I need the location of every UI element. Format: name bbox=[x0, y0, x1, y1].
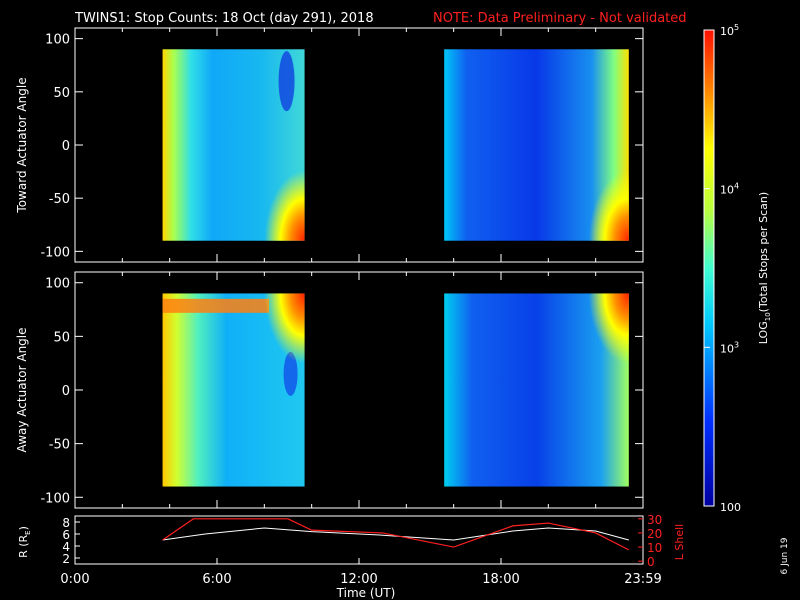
y-tick-label: 50 bbox=[53, 86, 70, 101]
colorbar-ticks: 105 104 103 100 bbox=[704, 23, 741, 514]
y-tick-label: -50 bbox=[49, 192, 70, 207]
time-tick-label: 6:00 bbox=[202, 572, 231, 587]
left-tick-label: 6 bbox=[62, 528, 70, 542]
y-tick-label: 100 bbox=[45, 33, 70, 48]
panel-1-ylabel: Toward Actuator Angle bbox=[15, 77, 29, 213]
right-tick-label: 0 bbox=[647, 555, 655, 569]
colorbar-tick-label: 100 bbox=[720, 501, 741, 514]
right-tick-label: 10 bbox=[647, 541, 662, 555]
colorbar-tick-label: 105 bbox=[720, 23, 739, 38]
colorbar-tick-label: 104 bbox=[720, 182, 739, 197]
panel-1-heatmap bbox=[162, 49, 629, 241]
r-distance-line bbox=[162, 527, 629, 541]
x-axis-label: Time (UT) bbox=[336, 586, 396, 600]
y-tick-label: 0 bbox=[62, 384, 70, 399]
panel-2-y-ticks: 100 50 0 -50 -100 bbox=[40, 272, 644, 508]
panel-3-frame bbox=[74, 515, 644, 565]
time-tick-label: 0:00 bbox=[60, 572, 89, 587]
y-tick-label: 50 bbox=[53, 330, 70, 345]
panel-2-ylabel: Away Actuator Angle bbox=[15, 327, 29, 452]
y-tick-label: -100 bbox=[40, 491, 70, 506]
x-ticks: 0:00 6:00 12:00 18:00 23:59 bbox=[60, 558, 662, 587]
panel-3-right-ylabel: L Shell bbox=[673, 524, 686, 560]
panel-1-high-corner-2 bbox=[588, 170, 629, 241]
left-tick-label: 2 bbox=[62, 552, 70, 566]
panel-2-high-corner bbox=[264, 293, 305, 364]
left-tick-label: 4 bbox=[62, 540, 70, 554]
time-tick-label: 23:59 bbox=[624, 572, 661, 587]
time-tick-label: 12:00 bbox=[340, 572, 377, 587]
preliminary-note: NOTE: Data Preliminary - Not validated bbox=[433, 11, 687, 26]
panel-2-high-band bbox=[162, 298, 270, 313]
panel-1-high-corner bbox=[264, 170, 305, 241]
y-tick-label: -100 bbox=[40, 245, 70, 260]
y-tick-label: 0 bbox=[62, 139, 70, 154]
right-tick-label: 20 bbox=[647, 527, 662, 541]
left-tick-label: 8 bbox=[62, 516, 70, 530]
right-tick-label: 30 bbox=[647, 513, 662, 527]
colorbar bbox=[703, 29, 715, 507]
panel-2-high-corner-2 bbox=[588, 293, 629, 364]
colorbar-tick-label: 103 bbox=[720, 340, 739, 355]
l-shell-line bbox=[162, 518, 630, 551]
panel-2-heatmap bbox=[162, 293, 629, 487]
chart-title: TWINS1: Stop Counts: 18 Oct (day 291), 2… bbox=[74, 11, 374, 26]
y-tick-label: 100 bbox=[45, 277, 70, 292]
panel-3-left-ylabel: R (RE) bbox=[17, 526, 32, 558]
y-tick-label: -50 bbox=[49, 438, 70, 453]
time-tick-label: 18:00 bbox=[482, 572, 519, 587]
panel-1-y-ticks: 100 50 0 -50 -100 bbox=[40, 28, 644, 262]
panel-1-low-spot bbox=[278, 51, 295, 112]
colorbar-label: LOG10(Total Stops per Scan) bbox=[757, 192, 772, 344]
generated-date: 6 Jun 19 bbox=[780, 537, 790, 574]
